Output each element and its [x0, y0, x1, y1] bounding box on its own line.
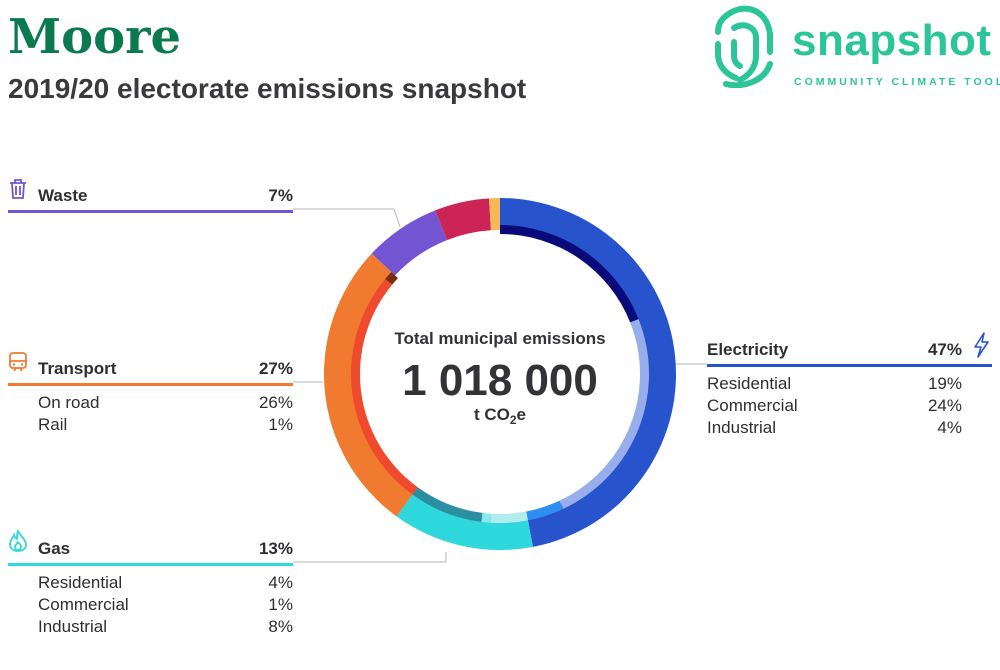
- page-subtitle: 2019/20 electorate emissions snapshot: [8, 73, 527, 104]
- emissions-unit: t CO2e: [474, 405, 526, 427]
- inner-segment-gas-residential: [490, 511, 528, 524]
- row-label: Industrial: [38, 617, 107, 636]
- inner-segment-gas-commercial: [481, 512, 492, 523]
- total-emissions-value: 1 018 000: [402, 356, 598, 405]
- gas-row-commercial: Commercial 1%: [38, 594, 293, 616]
- inner-segment-transport-on-road: [350, 279, 418, 495]
- page-title: Moore: [8, 9, 181, 65]
- fingerprint-logo-icon: [715, 5, 773, 88]
- row-label: Industrial: [707, 418, 776, 437]
- transport-row-rail: Rail 1%: [38, 414, 293, 436]
- leader-lines: [293, 208, 707, 563]
- trash-bin-icon: [10, 179, 26, 199]
- electricity-row-residential: Residential 19%: [707, 373, 962, 395]
- logo-tagline: COMMUNITY CLIMATE TOOL: [794, 76, 1000, 88]
- logo-wordmark: snapshot: [792, 16, 992, 65]
- row-percent: 8%: [268, 617, 293, 636]
- gas-rule: [8, 563, 293, 566]
- row-percent: 4%: [937, 418, 962, 437]
- row-percent: 1%: [268, 595, 293, 614]
- gas-row-residential: Residential 4%: [38, 572, 293, 594]
- ring-segment-waste: [371, 210, 447, 276]
- gas-panel: Gas 13% Residential 4% Commercial 1% Ind…: [8, 529, 293, 638]
- row-label: Commercial: [707, 396, 798, 415]
- electricity-percent: 47%: [927, 340, 962, 359]
- row-percent: 19%: [927, 374, 962, 393]
- electricity-panel: Electricity 47% Residential 19% Commerci…: [707, 332, 992, 439]
- gas-percent: 13%: [258, 539, 293, 558]
- train-icon: [9, 352, 27, 372]
- waste-percent: 7%: [268, 186, 293, 205]
- row-label: Residential: [707, 374, 792, 393]
- leader-line-waste: [293, 208, 401, 227]
- inner-segment-electricity-industrial: [526, 500, 564, 521]
- inner-segment-transport-rail: [385, 272, 398, 285]
- leader-line-gas: [293, 551, 447, 563]
- transport-panel: Transport 27% On road 26% Rail 1%: [8, 352, 293, 436]
- row-percent: 26%: [258, 393, 293, 412]
- transport-rule: [8, 383, 293, 386]
- inner-segment-gas-industrial: [412, 487, 483, 522]
- unit-end: e: [517, 405, 526, 424]
- inner-segment-electricity-commercial: [559, 319, 649, 509]
- inner-segment-electricity-residential: [500, 225, 639, 323]
- ring-segment-other: [488, 198, 500, 231]
- electricity-label: Electricity: [707, 340, 789, 359]
- center-label: Total municipal emissions: [394, 329, 605, 348]
- electricity-rule: [707, 364, 992, 367]
- unit-subscript: 2: [510, 413, 517, 427]
- inner-ring: [350, 225, 649, 524]
- ring-segment-agriculture: [435, 198, 491, 241]
- gas-label: Gas: [38, 539, 71, 558]
- row-percent: 4%: [268, 573, 293, 592]
- transport-label: Transport: [38, 359, 117, 378]
- transport-percent: 27%: [258, 359, 293, 378]
- snapshot-logo: snapshot COMMUNITY CLIMATE TOOL: [712, 2, 1000, 94]
- row-label: On road: [38, 393, 100, 412]
- electricity-row-commercial: Commercial 24%: [707, 395, 962, 417]
- row-percent: 24%: [927, 396, 962, 415]
- ring-segment-electricity: [500, 198, 677, 547]
- row-label: Rail: [38, 415, 68, 434]
- row-label: Residential: [38, 573, 123, 592]
- row-label: Commercial: [38, 595, 129, 614]
- gas-row-industrial: Industrial 8%: [38, 616, 293, 638]
- waste-label: Waste: [38, 186, 88, 205]
- waste-panel: Waste 7%: [8, 179, 293, 213]
- transport-row-on-road: On road 26%: [38, 392, 293, 414]
- electricity-row-industrial: Industrial 4%: [707, 417, 962, 439]
- ring-segment-transport: [324, 253, 416, 517]
- row-percent: 1%: [268, 415, 293, 434]
- flame-icon: [9, 529, 27, 552]
- waste-rule: [8, 210, 293, 213]
- lightning-icon: [974, 332, 989, 358]
- unit-main: t CO: [474, 405, 510, 424]
